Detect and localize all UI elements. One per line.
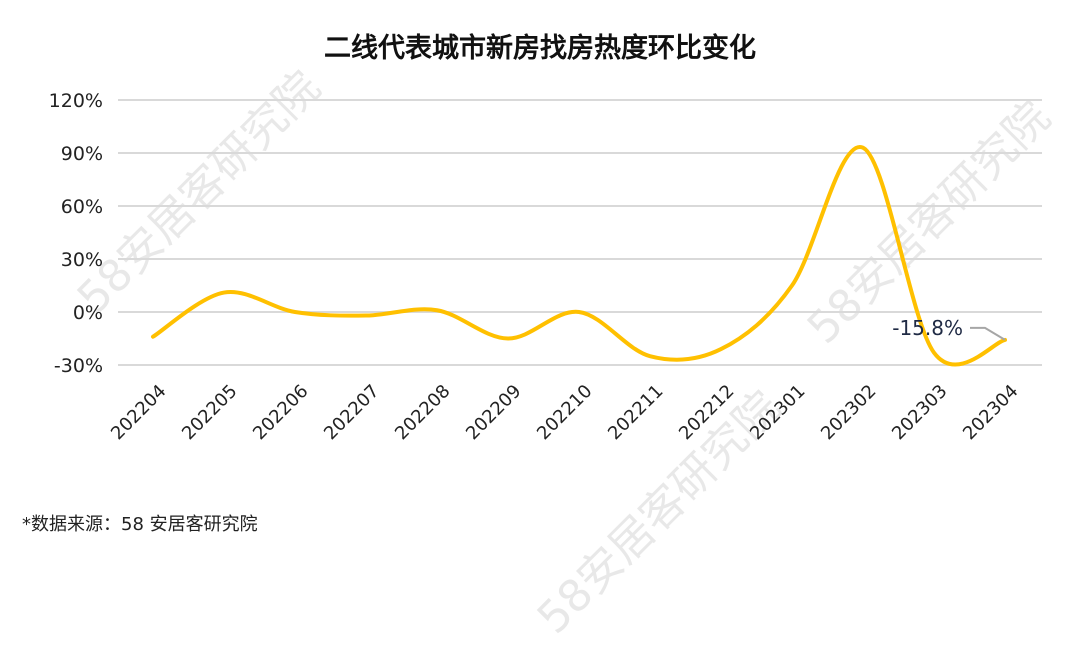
x-tick-label: 202211 (604, 381, 667, 444)
data-source-note: *数据来源：58 安居客研究院 (22, 514, 258, 535)
x-tick-label: 202208 (391, 381, 454, 444)
y-tick-label: 0% (73, 302, 103, 324)
x-tick-label: 202302 (817, 381, 880, 444)
x-tick-label: 202204 (107, 381, 170, 444)
x-tick-label: 202210 (533, 381, 596, 444)
y-tick-label: 60% (61, 196, 103, 218)
chart-title: 二线代表城市新房找房热度环比变化 (324, 33, 756, 64)
x-tick-label: 202205 (178, 381, 241, 444)
line-chart: 120%90%60%30%0%-30%202204 202205 202206 202… (49, 90, 1042, 444)
data-label: -15.8% (892, 316, 963, 340)
annotation-leader (970, 326, 1006, 341)
series-line (151, 145, 1007, 367)
x-tick-label: 202206 (249, 381, 312, 444)
x-tick-label: 202303 (888, 381, 951, 444)
x-tick-label: 202207 (320, 381, 383, 444)
x-tick-label: 202212 (675, 381, 738, 444)
x-tick-label: 202304 (959, 381, 1022, 444)
x-tick-label: 202209 (462, 381, 525, 444)
y-tick-label: 120% (49, 90, 103, 112)
y-tick-label: -30% (54, 355, 103, 377)
y-tick-label: 30% (61, 249, 103, 271)
x-tick-label: 202301 (746, 381, 809, 444)
y-tick-label: 90% (61, 143, 103, 165)
